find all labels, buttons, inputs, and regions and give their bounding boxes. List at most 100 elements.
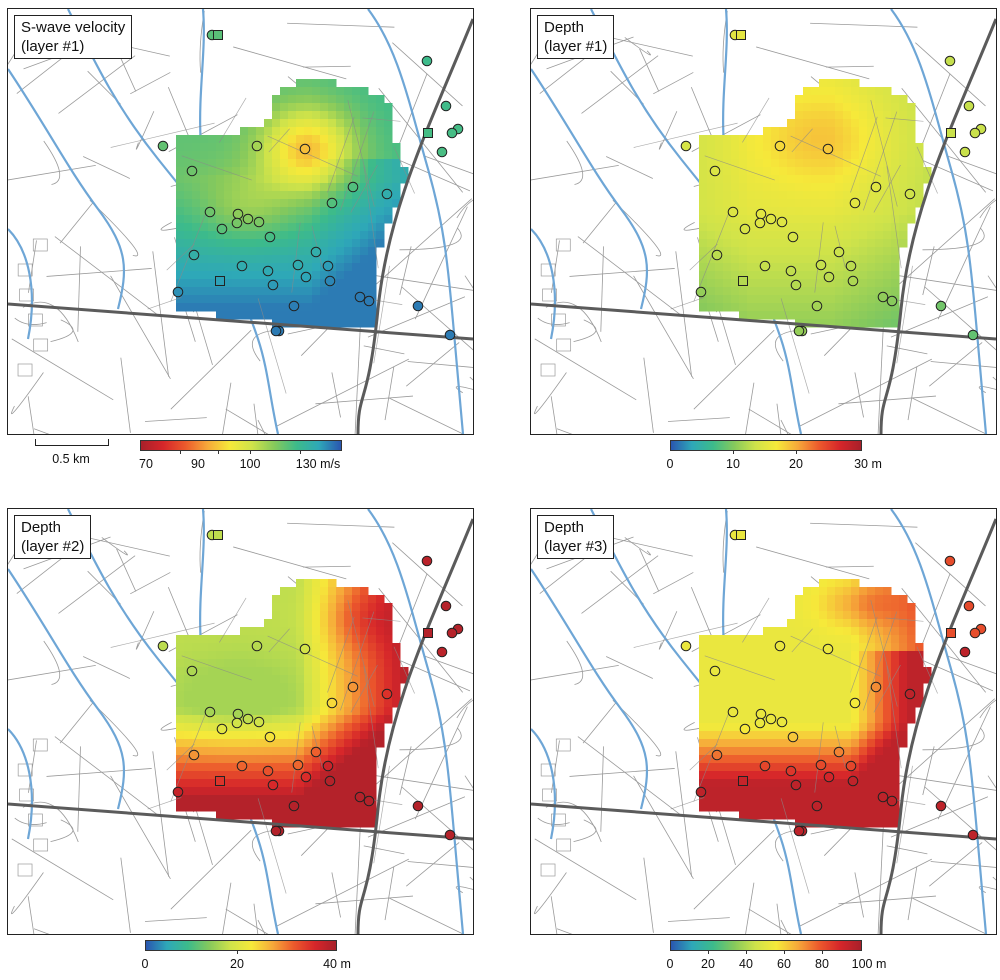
grid-cell [867,247,876,256]
station-circle [964,601,974,611]
grid-cell [336,287,345,296]
grid-cell [875,87,884,96]
grid-cell [811,207,820,216]
grid-cell [256,667,265,676]
grid-cell [771,167,780,176]
grid-cell [819,579,828,588]
grid-cell [216,795,225,804]
grid-cell [336,651,345,660]
grid-cell [851,731,860,740]
grid-cell [240,771,249,780]
grid-cell [835,683,844,692]
grid-cell [795,667,804,676]
grid-cell [192,787,201,796]
station-circle [960,147,970,157]
grid-cell [803,199,812,208]
grid-cell [224,667,233,676]
grid-cell [352,771,361,780]
grid-cell [891,779,900,788]
grid-cell [280,675,289,684]
grid-cell [867,303,876,312]
grid-cell [344,255,353,264]
grid-cell [803,287,812,296]
grid-cell [835,715,844,724]
grid-cell [779,699,788,708]
grid-cell [200,651,209,660]
grid-cell [891,255,900,264]
grid-cell [907,603,916,612]
grid-cell [811,675,820,684]
grid-cell [360,271,369,280]
grid-cell [256,779,265,788]
grid-cell [907,127,916,136]
grid-cell [248,183,257,192]
grid-cell [336,215,345,224]
grid-cell [699,659,708,668]
grid-cell [328,287,337,296]
grid-cell [280,699,289,708]
grid-cell [707,731,716,740]
grid-cell [184,771,193,780]
grid-cell [739,659,748,668]
grid-cell [843,811,852,820]
grid-cell [224,263,233,272]
grid-cell [328,151,337,160]
station-circle [187,166,197,176]
grid-cell [296,159,305,168]
grid-cell [360,747,369,756]
panel-title: Depth (layer #1) [537,15,614,59]
grid-cell [843,627,852,636]
grid-cell [336,271,345,280]
grid-cell [264,715,273,724]
grid-cell [280,279,289,288]
grid-cell [360,779,369,788]
grid-cell [795,603,804,612]
grid-cell [843,739,852,748]
grid-cell [835,167,844,176]
grid-cell [811,247,820,256]
grid-cell [731,255,740,264]
grid-cell [336,95,345,104]
grid-cell [851,787,860,796]
grid-cell [280,811,289,820]
grid-cell [352,611,361,620]
grid-cell [344,303,353,312]
grid-cell [763,627,772,636]
grid-cell [320,651,329,660]
colorbar-tick-label: 30 m [854,457,882,471]
grid-cell [731,787,740,796]
grid-cell [320,795,329,804]
grid-cell [256,207,265,216]
grid-cell [272,755,281,764]
grid-cell [224,247,233,256]
grid-cell [344,239,353,248]
grid-cell [296,231,305,240]
grid-cell [264,651,273,660]
grid-cell [787,183,796,192]
grid-cell [771,279,780,288]
grid-cell [763,287,772,296]
grid-cell [216,247,225,256]
grid-cell [715,263,724,272]
grid-cell [344,667,353,676]
grid-cell [739,247,748,256]
grid-cell [819,159,828,168]
station-circle [710,666,720,676]
grid-cell [320,675,329,684]
grid-cell [224,207,233,216]
grid-cell [819,103,828,112]
road [578,237,681,316]
grid-cell [843,731,852,740]
grid-cell [184,707,193,716]
grid-cell [368,651,377,660]
road [733,383,753,434]
grid-cell [795,803,804,812]
road [929,842,982,886]
grid-cell [763,135,772,144]
road [557,429,654,434]
grid-cell [867,319,876,328]
grid-cell [264,191,273,200]
grid-cell [859,675,868,684]
grid-cell [384,199,393,208]
grid-cell [328,231,337,240]
